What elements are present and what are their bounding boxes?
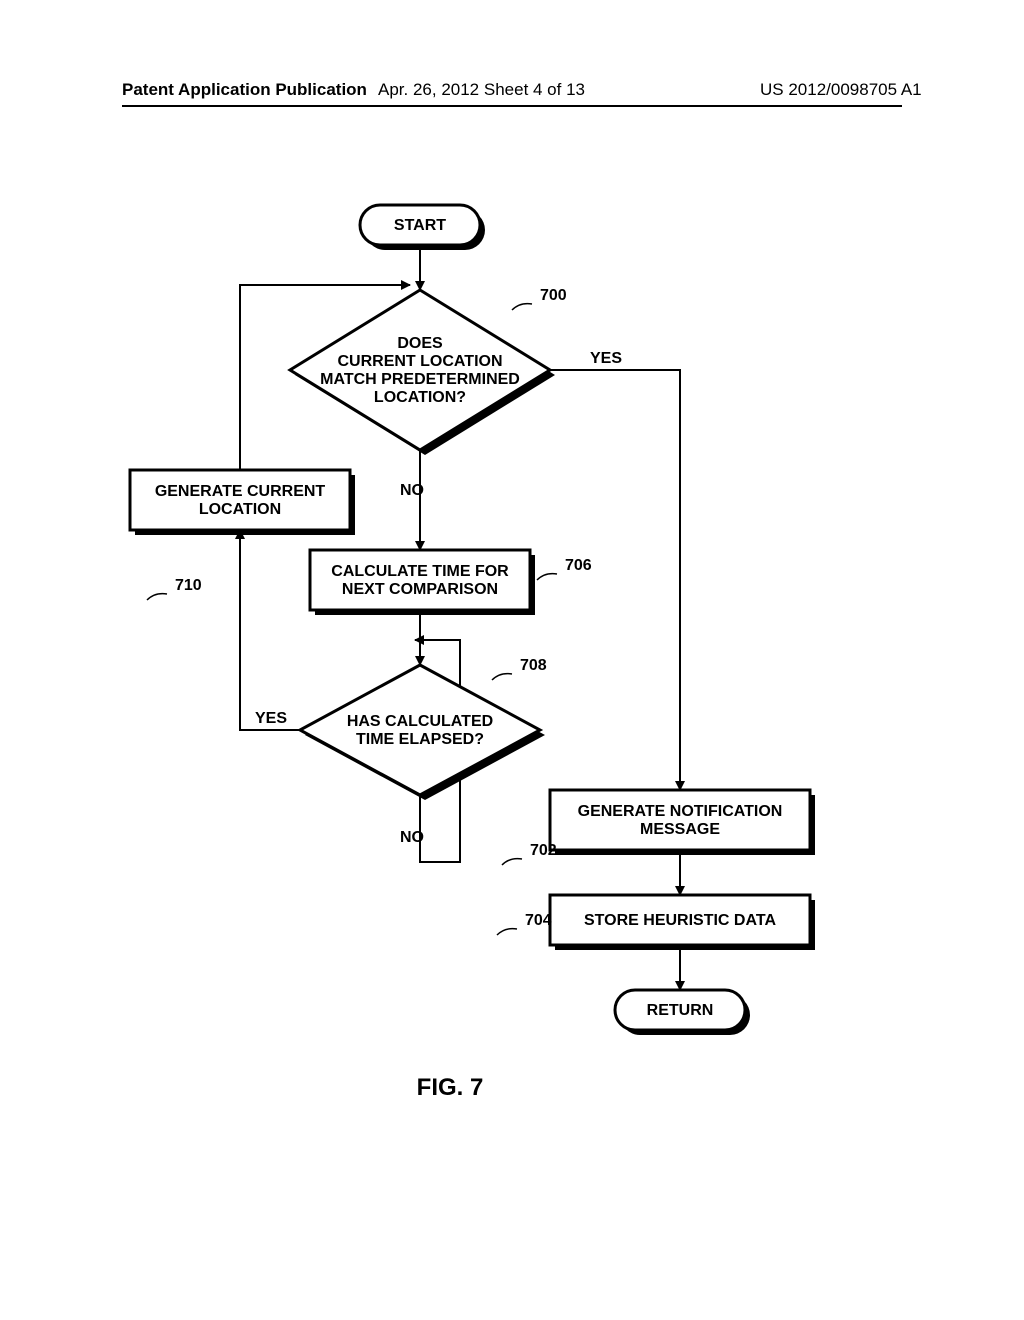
svg-text:STORE HEURISTIC DATA: STORE HEURISTIC DATA: [584, 912, 776, 929]
svg-text:MATCH PREDETERMINED: MATCH PREDETERMINED: [320, 371, 520, 388]
svg-text:LOCATION?: LOCATION?: [374, 389, 466, 406]
svg-text:CALCULATE TIME FOR: CALCULATE TIME FOR: [331, 563, 509, 580]
svg-text:700: 700: [540, 287, 567, 304]
svg-text:710: 710: [175, 577, 202, 594]
svg-text:START: START: [394, 217, 446, 234]
svg-text:TIME ELAPSED?: TIME ELAPSED?: [356, 731, 484, 748]
svg-text:706: 706: [565, 557, 592, 574]
svg-text:NEXT COMPARISON: NEXT COMPARISON: [342, 581, 498, 598]
svg-text:HAS CALCULATED: HAS CALCULATED: [347, 713, 493, 730]
svg-text:702: 702: [530, 842, 557, 859]
svg-text:YES: YES: [255, 710, 287, 727]
svg-text:YES: YES: [590, 350, 622, 367]
page: Patent Application Publication Apr. 26, …: [0, 0, 1024, 1320]
svg-text:MESSAGE: MESSAGE: [640, 821, 720, 838]
svg-text:NO: NO: [400, 482, 424, 499]
svg-text:GENERATE CURRENT: GENERATE CURRENT: [155, 483, 326, 500]
svg-text:708: 708: [520, 657, 547, 674]
flowchart-canvas: NO YES YES NO START DOESCURRENT LOCATIONMATCH…: [0, 0, 1024, 1320]
svg-text:CURRENT LOCATION: CURRENT LOCATION: [337, 353, 502, 370]
svg-text:704: 704: [525, 912, 552, 929]
svg-text:DOES: DOES: [397, 335, 443, 352]
svg-text:LOCATION: LOCATION: [199, 501, 281, 518]
svg-text:NO: NO: [400, 829, 424, 846]
svg-text:GENERATE NOTIFICATION: GENERATE NOTIFICATION: [578, 803, 783, 820]
svg-text:RETURN: RETURN: [647, 1002, 714, 1019]
svg-text:FIG. 7: FIG. 7: [417, 1074, 484, 1101]
